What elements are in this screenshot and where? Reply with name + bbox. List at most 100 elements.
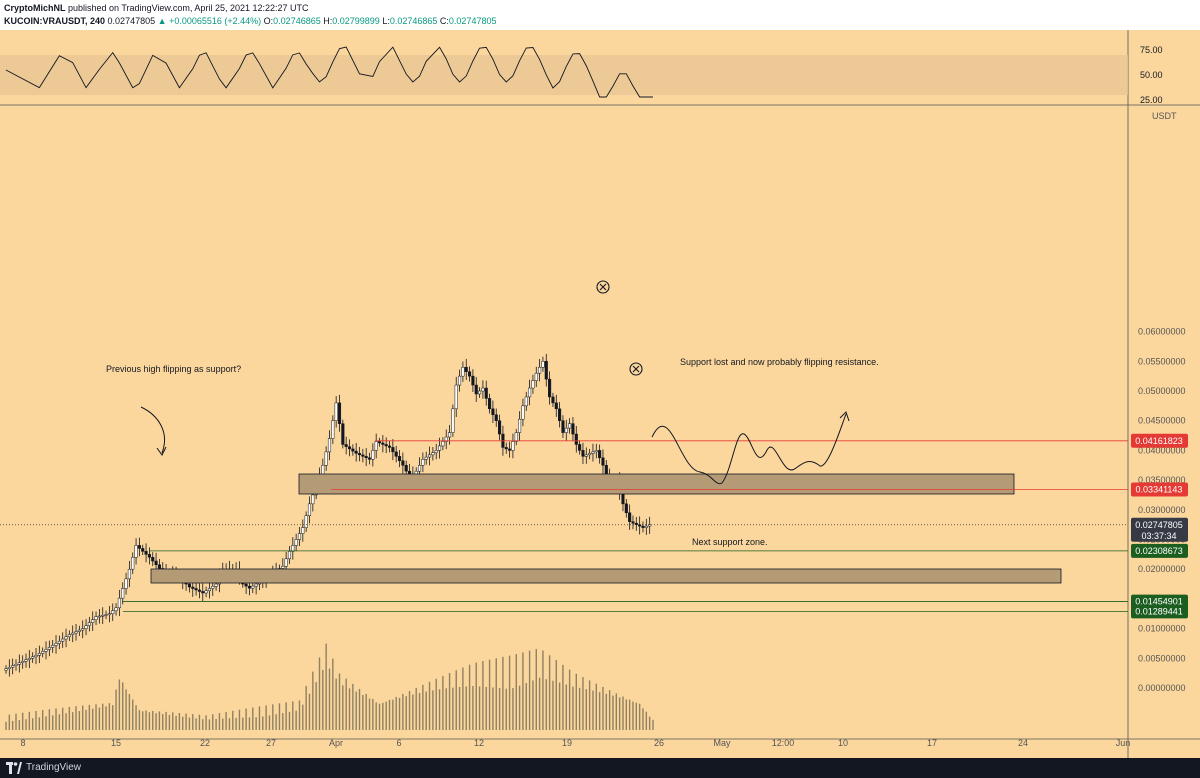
candle-body bbox=[77, 629, 81, 632]
tradingview-logo-icon[interactable] bbox=[6, 762, 22, 774]
time-tick-label: 15 bbox=[111, 738, 121, 748]
candle-body bbox=[598, 450, 602, 459]
candle-body bbox=[634, 522, 638, 525]
candle-body bbox=[111, 610, 115, 615]
symbol-label[interactable]: KUCOIN:VRAUSDT, 240 bbox=[4, 16, 106, 26]
author-name[interactable]: CryptoMichNL bbox=[4, 3, 66, 13]
time-tick-label: 8 bbox=[20, 738, 25, 748]
symbol-line: KUCOIN:VRAUSDT, 240 0.02747805 ▲ +0.0006… bbox=[4, 16, 496, 26]
time-tick-label: 24 bbox=[1018, 738, 1028, 748]
candle-body bbox=[117, 597, 121, 609]
up-arrow-icon: ▲ bbox=[157, 16, 167, 26]
candle-body bbox=[354, 450, 358, 454]
candle-body bbox=[578, 444, 582, 451]
candle-body bbox=[588, 453, 592, 456]
candle-body bbox=[548, 378, 552, 398]
candle-body bbox=[571, 423, 575, 435]
tradingview-brand[interactable]: TradingView bbox=[26, 762, 82, 773]
candle-body bbox=[124, 578, 128, 589]
candle-body bbox=[561, 420, 565, 433]
candle-body bbox=[131, 557, 135, 570]
candle-body bbox=[581, 450, 585, 457]
candle-body bbox=[458, 375, 462, 386]
candle-body bbox=[137, 545, 141, 549]
candle-body bbox=[461, 366, 465, 377]
candle-body bbox=[324, 451, 328, 466]
candle-body bbox=[448, 432, 452, 438]
open-value: 0.02746865 bbox=[273, 16, 321, 26]
candle-body bbox=[551, 396, 555, 404]
time-tick-label: 19 bbox=[562, 738, 572, 748]
candle-body bbox=[71, 632, 75, 635]
price-tick-label: 0.02000000 bbox=[1138, 564, 1186, 574]
candle-body bbox=[307, 503, 312, 516]
price-change: +0.00065516 (+2.44%) bbox=[169, 16, 262, 26]
candle-body bbox=[357, 453, 362, 456]
candle-body bbox=[331, 420, 335, 439]
candle-body bbox=[127, 568, 131, 580]
rsi-tick-label: 50.00 bbox=[1140, 70, 1163, 80]
candle-body bbox=[214, 583, 218, 587]
candle-body bbox=[427, 454, 432, 458]
level-price-label: 0.02308673 bbox=[1135, 546, 1183, 556]
candle-body bbox=[417, 465, 422, 472]
candle-body bbox=[47, 647, 51, 650]
candle-body bbox=[591, 451, 595, 454]
candle-body bbox=[488, 398, 492, 410]
candle-body bbox=[434, 450, 438, 453]
candle-body bbox=[564, 427, 568, 433]
candle-body bbox=[84, 625, 88, 629]
time-tick-label: 6 bbox=[396, 738, 401, 748]
candle-body bbox=[24, 659, 28, 662]
candle-body bbox=[44, 649, 48, 652]
candle-body bbox=[391, 447, 395, 453]
candle-body bbox=[107, 613, 111, 615]
candle-body bbox=[101, 614, 105, 617]
candle-body bbox=[17, 662, 21, 665]
candle-body bbox=[631, 521, 635, 524]
candle-body bbox=[518, 418, 522, 433]
candle-body bbox=[91, 619, 95, 623]
candle-body bbox=[41, 651, 45, 654]
candle-body bbox=[54, 643, 58, 646]
candle-body bbox=[568, 423, 572, 429]
price-tick-label: 0.00000000 bbox=[1138, 683, 1186, 693]
candle-body bbox=[534, 372, 538, 381]
support-zone-upper bbox=[298, 473, 1015, 495]
candle-body bbox=[538, 366, 542, 374]
candle-body bbox=[104, 614, 108, 616]
candle-body bbox=[67, 634, 71, 638]
candle-body bbox=[191, 586, 195, 589]
open-label: O: bbox=[263, 16, 274, 26]
annotation-previous-high: Previous high flipping as support? bbox=[106, 364, 241, 374]
candle-body bbox=[207, 588, 211, 591]
x-marker-icon bbox=[596, 280, 610, 294]
candle-body bbox=[251, 585, 255, 589]
candle-body bbox=[14, 663, 18, 666]
candle-body bbox=[294, 539, 298, 546]
candle-body bbox=[74, 631, 78, 634]
candle-body bbox=[481, 387, 485, 392]
candle-body bbox=[544, 361, 548, 380]
x-marker-cross bbox=[599, 283, 607, 291]
time-tick-label: 17 bbox=[927, 738, 937, 748]
support-zone-lower bbox=[150, 568, 1062, 584]
candle-body bbox=[574, 433, 578, 445]
current-price-label: 0.02747805 bbox=[1135, 520, 1183, 530]
candle-body bbox=[64, 636, 68, 640]
level-price-tag bbox=[1131, 543, 1188, 558]
candle-body bbox=[301, 527, 305, 534]
rsi-line bbox=[5, 46, 653, 98]
candle-body bbox=[34, 655, 38, 658]
candle-body bbox=[284, 558, 288, 567]
time-tick-label: 10 bbox=[838, 738, 848, 748]
candle-body bbox=[341, 423, 345, 445]
high-label: H: bbox=[323, 16, 333, 26]
candle-body bbox=[514, 432, 518, 442]
candle-body bbox=[491, 408, 495, 416]
price-tick-label: 0.03500000 bbox=[1138, 475, 1186, 485]
candle-body bbox=[554, 402, 558, 410]
candle-body bbox=[7, 666, 11, 669]
candle-body bbox=[431, 452, 435, 456]
